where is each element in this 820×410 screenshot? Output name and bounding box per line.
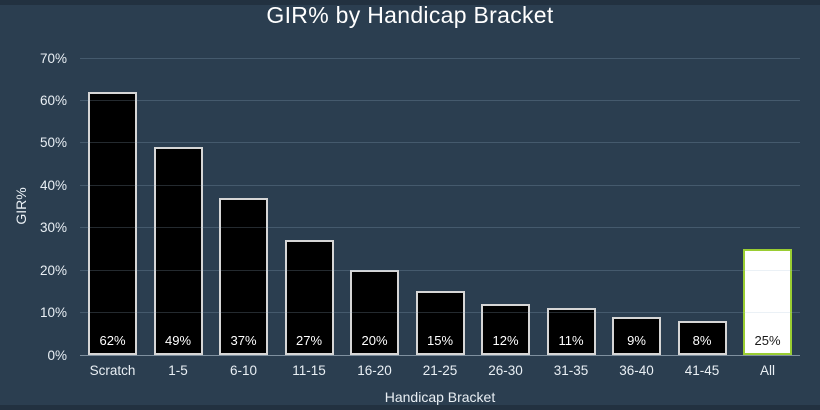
bar-value-label: 25%: [754, 333, 781, 348]
bar-26-30: 12%: [481, 304, 530, 355]
bar-group-all: 25% All: [743, 58, 792, 377]
bar-16-20: 20%: [350, 270, 399, 355]
x-axis-title: Handicap Bracket: [384, 389, 496, 405]
y-tick-label: 10%: [39, 304, 67, 320]
gridline: [80, 142, 800, 144]
bars-row: 62% Scratch 49% 1-5 37% 6-10 27% 11-15 20% 16-20 1…: [80, 58, 800, 377]
bar-scratch: 62%: [88, 91, 137, 355]
bar-value-label: 62%: [99, 333, 126, 348]
bar-value-label: 11%: [558, 333, 584, 348]
gridline: [80, 269, 800, 271]
bar-group-36-40: 9% 36-40: [612, 58, 661, 377]
bar-group-21-25: 15% 21-25: [415, 58, 465, 377]
chart-title: GIR% by Handicap Bracket: [266, 2, 554, 28]
x-tick-label: 21-25: [422, 363, 458, 378]
bar-group-scratch: 62% Scratch: [88, 58, 137, 377]
bar-group-26-30: 12% 26-30: [481, 58, 530, 377]
x-tick-label: 1-5: [168, 363, 188, 378]
bar-group-1-5: 49% 1-5: [153, 58, 203, 377]
bar-value-label: 27%: [295, 333, 323, 348]
bar-6-10: 37%: [219, 198, 268, 355]
y-tick-label: 60%: [39, 92, 67, 108]
x-tick-label: All: [759, 363, 776, 378]
bar-value-label: 9%: [627, 333, 646, 348]
x-tick-label: 6-10: [229, 363, 258, 378]
y-tick-label: 20%: [39, 262, 67, 278]
bar-group-16-20: 20% 16-20: [350, 58, 399, 377]
bar-all: 25%: [743, 248, 792, 355]
y-tick-label: 0%: [47, 347, 67, 363]
gridline: [80, 312, 800, 314]
bar-11-15: 27%: [284, 240, 334, 355]
gridline: [80, 99, 800, 101]
x-tick-label: 36-40: [619, 363, 654, 378]
x-tick-label: 16-20: [357, 363, 392, 378]
y-tick-label: 40%: [39, 177, 67, 193]
x-tick-label: 31-35: [553, 363, 589, 378]
bar-group-41-45: 8% 41-45: [677, 58, 727, 377]
y-tick-label: 70%: [39, 50, 67, 66]
bar-1-5: 49%: [153, 147, 203, 355]
x-tick-label: 26-30: [488, 363, 523, 378]
bar-21-25: 15%: [415, 291, 465, 355]
bar-value-label: 15%: [426, 333, 454, 348]
gridline: [80, 184, 800, 186]
x-tick-label: 11-15: [292, 363, 326, 378]
bar-value-label: 20%: [361, 333, 388, 348]
bar-value-label: 37%: [230, 333, 257, 348]
gridline: [80, 227, 800, 229]
gridline: [80, 57, 800, 59]
x-tick-label: Scratch: [89, 363, 136, 378]
bar-value-label: 49%: [164, 333, 192, 348]
y-tick-label: 30%: [39, 219, 67, 235]
bar-value-label: 8%: [692, 333, 712, 348]
bar-41-45: 8%: [677, 321, 727, 355]
bar-31-35: 11%: [546, 308, 596, 355]
bar-group-31-35: 11% 31-35: [546, 58, 596, 377]
chart-bottom-border: [0, 405, 820, 410]
bar-value-label: 12%: [492, 333, 519, 348]
bar-36-40: 9%: [612, 316, 661, 355]
bar-group-11-15: 27% 11-15: [284, 58, 334, 377]
y-axis-title: GIR%: [13, 187, 29, 225]
plot-area: 62% Scratch 49% 1-5 37% 6-10 27% 11-15 20% 16-20 1…: [40, 51, 800, 377]
x-axis-line: [80, 355, 800, 356]
chart-top-border: [0, 0, 820, 5]
bar-group-6-10: 37% 6-10: [219, 58, 268, 377]
x-tick-label: 41-45: [684, 363, 720, 378]
y-tick-label: 50%: [39, 135, 67, 151]
